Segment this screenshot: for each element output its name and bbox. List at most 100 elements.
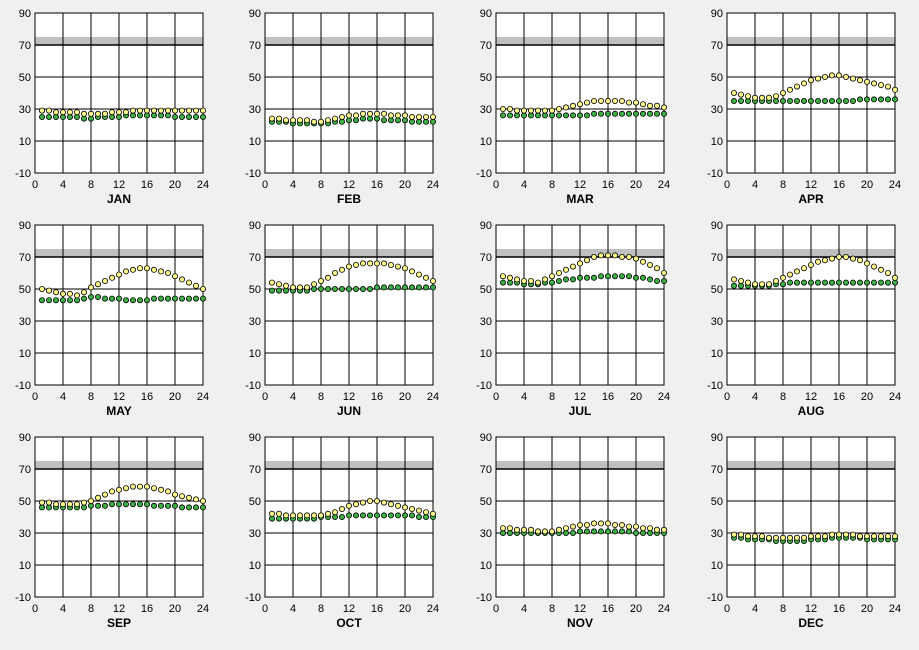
data-point-series-1 xyxy=(766,281,773,288)
month-label: JUN xyxy=(337,404,361,418)
data-point-series-1 xyxy=(67,501,74,508)
data-point-series-2 xyxy=(605,528,612,535)
data-point-series-2 xyxy=(549,279,556,286)
data-point-series-1 xyxy=(801,80,808,87)
chart-may: -10 10 30 50 70 90 0 4 8 12 16 20 24 MAY xyxy=(15,220,209,418)
data-point-series-2 xyxy=(563,112,570,119)
data-point-series-2 xyxy=(864,279,871,286)
data-point-series-1 xyxy=(275,115,282,122)
data-point-series-1 xyxy=(268,510,275,517)
data-point-series-2 xyxy=(415,284,422,291)
data-point-series-1 xyxy=(39,107,46,114)
data-point-series-1 xyxy=(892,274,899,281)
data-point-series-1 xyxy=(738,277,745,284)
data-point-series-1 xyxy=(282,117,289,124)
y-tick-label: 30 xyxy=(480,316,492,328)
data-point-series-1 xyxy=(415,271,422,278)
data-point-series-1 xyxy=(556,269,563,276)
data-point-series-1 xyxy=(612,522,619,529)
data-point-series-1 xyxy=(129,266,136,273)
data-point-series-2 xyxy=(81,295,88,302)
y-tick-label: 50 xyxy=(19,72,31,84)
data-point-series-1 xyxy=(102,110,109,117)
y-tick-label: 90 xyxy=(249,220,261,232)
data-point-series-2 xyxy=(577,112,584,119)
data-point-series-1 xyxy=(289,512,296,519)
x-tick-label: 16 xyxy=(371,391,383,403)
data-point-series-1 xyxy=(822,74,829,81)
x-tick-label: 0 xyxy=(262,391,268,403)
data-point-series-2 xyxy=(109,295,116,302)
data-point-series-2 xyxy=(647,110,654,117)
data-point-series-2 xyxy=(415,514,422,521)
data-point-series-1 xyxy=(808,261,815,268)
x-tick-label: 24 xyxy=(427,391,439,403)
data-point-series-1 xyxy=(528,526,535,533)
data-point-series-1 xyxy=(408,505,415,512)
data-point-series-2 xyxy=(794,279,801,286)
data-point-series-2 xyxy=(801,98,808,105)
data-point-series-2 xyxy=(317,285,324,292)
data-point-series-1 xyxy=(892,533,899,540)
data-point-series-2 xyxy=(387,512,394,519)
data-point-series-1 xyxy=(157,268,164,275)
data-point-series-2 xyxy=(570,112,577,119)
data-point-series-2 xyxy=(871,96,878,103)
data-point-series-1 xyxy=(67,290,74,297)
x-tick-label: 16 xyxy=(833,391,845,403)
data-point-series-2 xyxy=(612,110,619,117)
data-point-series-2 xyxy=(499,279,506,286)
data-point-series-2 xyxy=(331,285,338,292)
data-point-series-2 xyxy=(815,98,822,105)
x-tick-label: 12 xyxy=(574,179,586,191)
data-point-series-1 xyxy=(422,509,429,516)
data-point-series-1 xyxy=(387,261,394,268)
data-point-series-1 xyxy=(289,284,296,291)
y-tick-label: 50 xyxy=(19,284,31,296)
data-point-series-1 xyxy=(185,107,192,114)
data-point-series-2 xyxy=(780,98,787,105)
data-point-series-2 xyxy=(164,295,171,302)
data-point-series-2 xyxy=(143,501,150,508)
data-point-series-1 xyxy=(109,109,116,116)
data-point-series-2 xyxy=(394,284,401,291)
data-point-series-1 xyxy=(157,107,164,114)
x-tick-label: 20 xyxy=(630,179,642,191)
x-tick-label: 12 xyxy=(343,603,355,615)
data-point-series-2 xyxy=(843,279,850,286)
data-point-series-1 xyxy=(352,112,359,119)
y-tick-label: 10 xyxy=(711,348,723,360)
x-tick-label: 0 xyxy=(493,179,499,191)
data-point-series-2 xyxy=(401,284,408,291)
data-point-series-1 xyxy=(171,107,178,114)
data-point-series-2 xyxy=(102,502,109,509)
data-point-series-1 xyxy=(780,274,787,281)
data-point-series-1 xyxy=(654,102,661,109)
data-point-series-1 xyxy=(116,486,123,493)
data-point-series-1 xyxy=(199,285,206,292)
data-point-series-1 xyxy=(88,284,95,291)
y-tick-label: -10 xyxy=(245,168,261,180)
x-tick-label: 0 xyxy=(724,603,730,615)
data-point-series-1 xyxy=(53,289,60,296)
data-point-series-2 xyxy=(556,112,563,119)
data-point-series-2 xyxy=(584,274,591,281)
data-point-series-1 xyxy=(759,533,766,540)
data-point-series-2 xyxy=(338,514,345,521)
x-tick-label: 8 xyxy=(88,179,94,191)
data-point-series-2 xyxy=(157,295,164,302)
data-point-series-1 xyxy=(787,271,794,278)
data-point-series-2 xyxy=(185,504,192,511)
data-point-series-1 xyxy=(380,110,387,117)
data-point-series-1 xyxy=(577,101,584,108)
y-tick-label: -10 xyxy=(15,168,31,180)
data-point-series-1 xyxy=(745,533,752,540)
y-tick-label: 50 xyxy=(249,72,261,84)
data-point-series-1 xyxy=(164,269,171,276)
y-tick-label: 70 xyxy=(711,252,723,264)
x-tick-label: 12 xyxy=(805,179,817,191)
data-point-series-2 xyxy=(171,502,178,509)
data-point-series-1 xyxy=(549,107,556,114)
data-point-series-1 xyxy=(74,109,81,116)
data-point-series-1 xyxy=(39,499,46,506)
